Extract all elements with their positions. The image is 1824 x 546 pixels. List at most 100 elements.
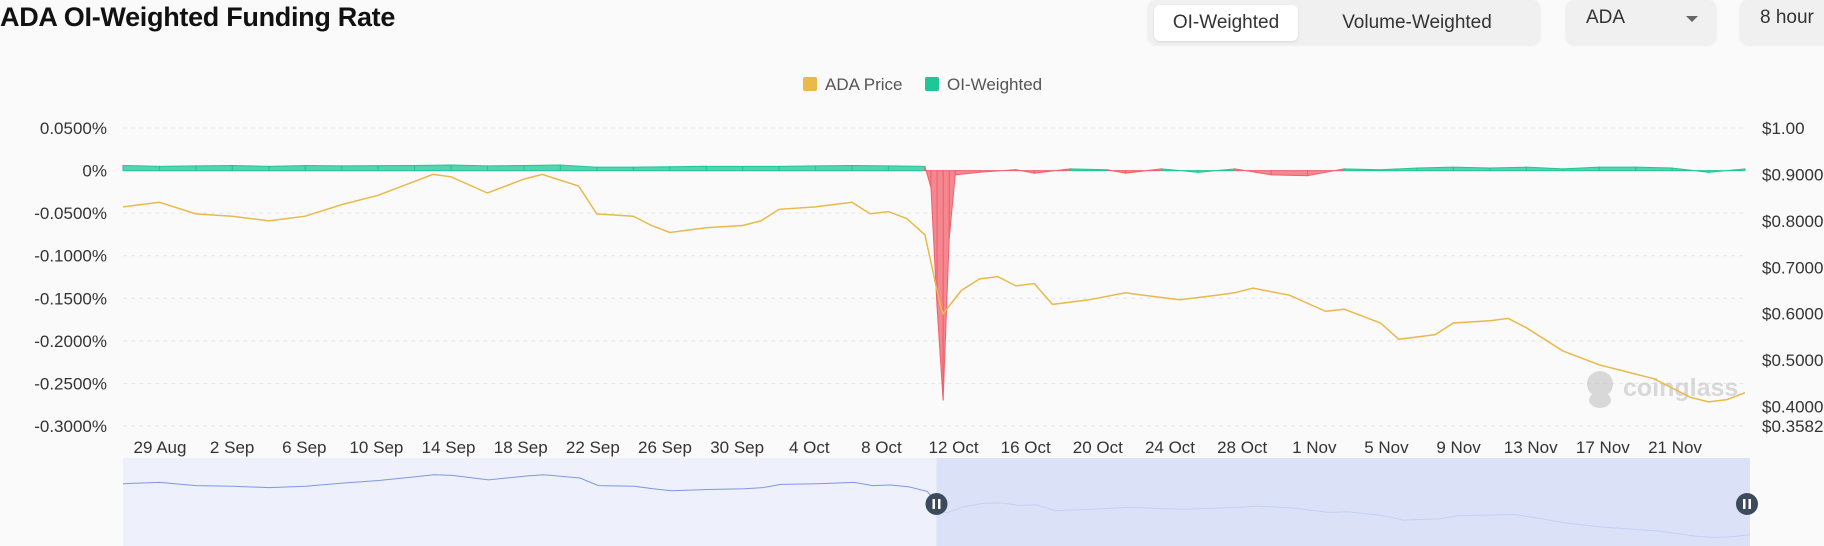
- x-tick-label: 6 Sep: [282, 438, 326, 457]
- funding-rate-segment: [1708, 168, 1746, 173]
- funding-rate-segment: [195, 164, 233, 172]
- x-tick-label: 30 Sep: [710, 438, 764, 457]
- y-left-tick-label: -0.1500%: [34, 289, 107, 308]
- funding-rate-series: [122, 164, 1746, 401]
- x-tick-label: 21 Nov: [1648, 438, 1702, 457]
- funding-rate-segment: [1343, 168, 1382, 172]
- funding-rate-segment: [377, 164, 416, 172]
- funding-rate-segment: [924, 166, 932, 188]
- watermark: coinglass: [1587, 371, 1738, 408]
- y-right-tick-label: $0.5000: [1762, 351, 1823, 370]
- x-tick-label: 9 Nov: [1436, 438, 1481, 457]
- funding-rate-segment: [1161, 168, 1199, 173]
- y-axis-right: $1.00 $0.9000 $0.8000 $0.7000 $0.6000 $0.5000…: [1762, 119, 1823, 436]
- funding-rate-segment: [1015, 169, 1035, 174]
- funding-rate-segment: [450, 164, 488, 172]
- x-axis: 29 Aug 2 Sep 6 Sep 10 Sep 14 Sep 18 Sep 22 Sep…: [134, 438, 1703, 457]
- y-left-tick-label: -0.1000%: [34, 247, 107, 266]
- x-tick-label: 16 Oct: [1001, 438, 1051, 457]
- funding-rate-segment: [1598, 166, 1637, 172]
- funding-rate-segment: [559, 164, 598, 172]
- coinglass-logo-body: [1589, 392, 1611, 408]
- interval-select-value: 8 hour: [1760, 7, 1814, 28]
- funding-rate-segment: [1033, 168, 1072, 174]
- funding-rate-segment: [1635, 166, 1673, 172]
- funding-rate-segment: [341, 165, 379, 172]
- pause-icon: [938, 499, 941, 509]
- funding-rate-segment: [596, 166, 634, 172]
- funding-rate-segment: [778, 165, 817, 172]
- funding-rate-segment: [122, 164, 160, 172]
- funding-rate-segment: [486, 164, 525, 172]
- symbol-select-value: ADA: [1586, 7, 1626, 28]
- funding-rate-segment: [954, 170, 981, 176]
- legend-swatch-ada-price[interactable]: [803, 77, 817, 91]
- symbol-select[interactable]: ADA: [1566, 0, 1716, 44]
- weighting-toggle: OI-Weighted Volume-Weighted: [1148, 0, 1540, 44]
- funding-rate-segment: [815, 164, 853, 172]
- funding-rate-segment: [705, 165, 744, 172]
- funding-rate-segment: [1671, 167, 1710, 173]
- x-tick-label: 17 Nov: [1576, 438, 1630, 457]
- navigator-handle-left[interactable]: [925, 493, 948, 515]
- x-tick-label: 13 Nov: [1504, 438, 1558, 457]
- pause-icon: [1748, 499, 1751, 509]
- watermark-text: coinglass: [1623, 374, 1738, 402]
- y-left-tick-label: 0%: [82, 162, 107, 181]
- funding-rate-segment: [1234, 168, 1272, 176]
- navigator-handle-right[interactable]: [1736, 493, 1758, 515]
- x-tick-label: 14 Sep: [422, 438, 476, 457]
- legend: ADA Price OI-Weighted: [803, 75, 1042, 94]
- tab-volume-weighted[interactable]: Volume-Weighted: [1342, 12, 1492, 33]
- x-tick-label: 10 Sep: [349, 438, 403, 457]
- funding-rate-segment: [304, 164, 343, 172]
- funding-rate-segment: [942, 170, 950, 401]
- chevron-down-icon: [1686, 16, 1698, 22]
- y-right-tick-label: $0.7000: [1762, 258, 1823, 277]
- y-left-tick-label: -0.2500%: [34, 374, 107, 393]
- navigator-selection[interactable]: [936, 458, 1751, 546]
- y-right-tick-label: $0.3582: [1762, 417, 1823, 436]
- funding-rate-segment: [632, 166, 671, 172]
- y-right-tick-label: $0.6000: [1762, 305, 1823, 324]
- funding-rate-segment: [979, 169, 1017, 173]
- x-tick-label: 2 Sep: [210, 438, 254, 457]
- funding-rate-segment: [1489, 166, 1527, 172]
- tab-oi-weighted[interactable]: OI-Weighted: [1154, 5, 1298, 41]
- funding-rate-segment: [1106, 169, 1126, 174]
- funding-rate-segment: [1270, 170, 1309, 177]
- funding-rate-segment: [523, 164, 561, 172]
- x-tick-label: 22 Sep: [566, 438, 620, 457]
- funding-rate-segment: [1562, 166, 1600, 172]
- funding-rate-segment: [936, 170, 944, 401]
- pause-icon: [1743, 499, 1746, 509]
- x-tick-label: 4 Oct: [789, 438, 830, 457]
- funding-rate-segment: [669, 165, 707, 172]
- interval-select[interactable]: 8 hour: [1740, 0, 1824, 44]
- y-left-tick-label: -0.3000%: [34, 417, 107, 436]
- funding-rate-segment: [887, 165, 926, 172]
- funding-rate-segment: [268, 164, 306, 172]
- funding-rate-segment: [948, 170, 956, 239]
- funding-rate-segment: [158, 165, 197, 172]
- x-tick-label: 1 Nov: [1292, 438, 1337, 457]
- coinglass-logo-icon: [1587, 371, 1613, 397]
- y-right-tick-label: $1.00: [1762, 119, 1805, 138]
- funding-rate-segment: [1452, 166, 1491, 172]
- x-tick-label: 24 Oct: [1145, 438, 1195, 457]
- funding-rate-segment: [1525, 166, 1564, 172]
- legend-label-oi-weighted[interactable]: OI-Weighted: [947, 75, 1042, 94]
- legend-swatch-oi-weighted[interactable]: [925, 77, 939, 91]
- x-tick-label: 5 Nov: [1364, 438, 1409, 457]
- funding-rate-segment: [231, 164, 270, 172]
- funding-rate-segment: [742, 165, 780, 172]
- legend-label-ada-price[interactable]: ADA Price: [825, 75, 902, 94]
- y-axis-left: 0.0500% 0% -0.0500% -0.1000% -0.1500% -0.2000…: [34, 119, 107, 436]
- pause-icon: [932, 499, 935, 509]
- x-tick-label: 26 Sep: [638, 438, 692, 457]
- x-tick-label: 29 Aug: [134, 438, 187, 457]
- funding-rate-segment: [1307, 168, 1345, 177]
- funding-rate-segment: [414, 164, 452, 172]
- y-left-tick-label: -0.2000%: [34, 332, 107, 351]
